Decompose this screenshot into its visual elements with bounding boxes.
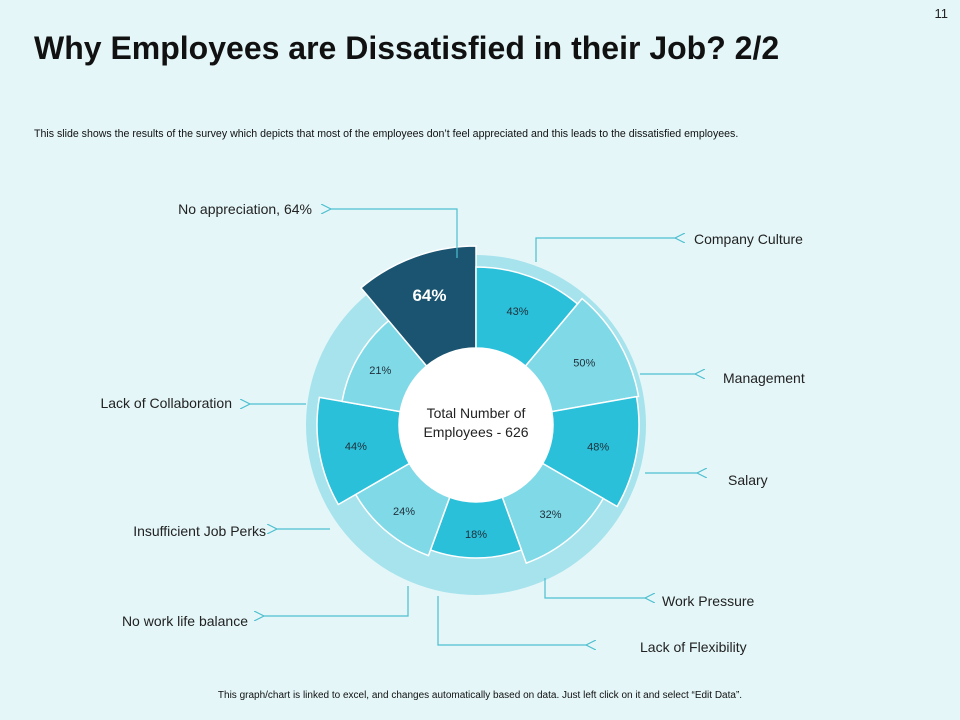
leader-line-lack-of-flexibility	[437, 596, 587, 645]
callout-work-pressure: Work Pressure	[662, 593, 755, 609]
callout-no-work-life-balance: No work life balance	[122, 613, 248, 629]
percent-label-company-culture: 43%	[507, 306, 529, 318]
leader-line-no-work-life-balance	[263, 586, 409, 616]
percent-label-lack-of-collaboration: 21%	[369, 365, 391, 377]
leader-line-company-culture	[535, 238, 676, 262]
callout-lack-of-flexibility: Lack of Flexibility	[640, 639, 747, 655]
slice-percent-labels: 64% 43% 50% 48% 32% 18% 24% 44% 21%	[345, 286, 609, 541]
percent-label-no-appreciation: 64%	[412, 286, 446, 305]
percent-label-no-work-life-balance: 24%	[393, 506, 415, 518]
callout-insufficient-job-perks: Insufficient Job Perks	[133, 523, 266, 539]
callout-labels: No appreciation, 64% Company Culture Manag…	[100, 201, 804, 655]
footer-note: This graph/chart is linked to excel, and…	[217, 690, 743, 701]
percent-label-management: 50%	[573, 358, 595, 370]
callout-company-culture: Company Culture	[694, 231, 803, 247]
callout-leader-lines	[249, 209, 698, 645]
callout-management: Management	[723, 370, 805, 386]
callout-no-appreciation: No appreciation, 64%	[178, 201, 312, 217]
percent-label-lack-of-flexibility: 18%	[465, 529, 487, 541]
percent-label-salary: 48%	[587, 442, 609, 454]
leader-line-work-pressure	[544, 578, 646, 598]
slide-subtitle: This slide shows the results of the surv…	[34, 128, 739, 140]
callout-salary: Salary	[728, 472, 768, 488]
callout-lack-of-collaboration: Lack of Collaboration	[100, 395, 232, 411]
donut-center-hole	[399, 348, 553, 502]
leader-line-no-appreciation	[330, 209, 458, 258]
page-title: Why Employees are Dissatisfied in their …	[34, 30, 780, 66]
center-label-line-2: Employees - 626	[423, 424, 528, 440]
percent-label-work-pressure: 32%	[540, 509, 562, 521]
percent-label-insufficient-job-perks: 44%	[345, 441, 367, 453]
slide-number: 11	[934, 6, 949, 21]
center-label-line-1: Total Number of	[427, 405, 526, 421]
